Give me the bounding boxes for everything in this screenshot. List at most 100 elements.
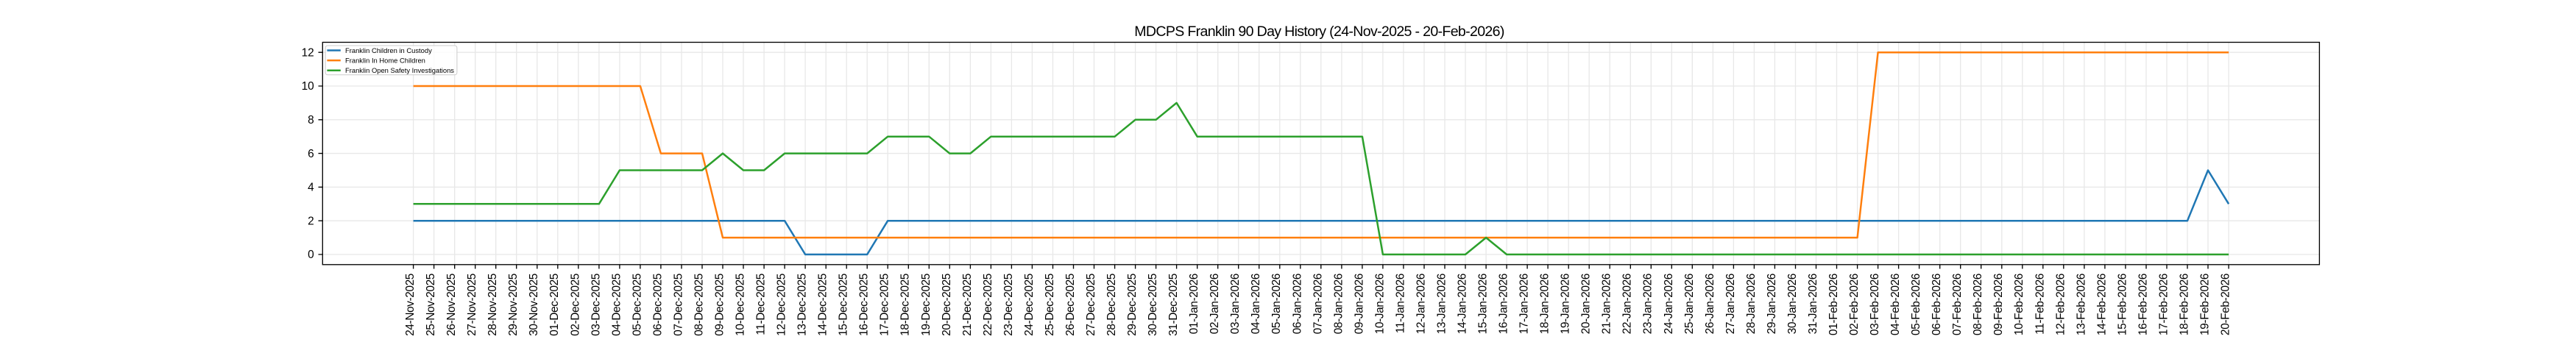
svg-text:6: 6 bbox=[308, 148, 314, 160]
svg-text:20-Jan-2026: 20-Jan-2026 bbox=[1580, 274, 1593, 334]
svg-text:25-Jan-2026: 25-Jan-2026 bbox=[1683, 274, 1696, 334]
svg-text:12-Dec-2025: 12-Dec-2025 bbox=[776, 274, 788, 336]
svg-text:03-Feb-2026: 03-Feb-2026 bbox=[1869, 274, 1881, 335]
svg-text:05-Jan-2026: 05-Jan-2026 bbox=[1270, 274, 1283, 334]
svg-text:10-Jan-2026: 10-Jan-2026 bbox=[1373, 274, 1386, 334]
svg-text:05-Dec-2025: 05-Dec-2025 bbox=[631, 274, 643, 336]
svg-text:02-Jan-2026: 02-Jan-2026 bbox=[1209, 274, 1221, 334]
svg-text:17-Dec-2025: 17-Dec-2025 bbox=[879, 274, 891, 336]
svg-text:29-Dec-2025: 29-Dec-2025 bbox=[1126, 274, 1139, 336]
svg-text:29-Jan-2026: 29-Jan-2026 bbox=[1766, 274, 1778, 334]
svg-text:10-Dec-2025: 10-Dec-2025 bbox=[735, 274, 747, 336]
svg-text:28-Nov-2025: 28-Nov-2025 bbox=[486, 274, 499, 336]
svg-text:8: 8 bbox=[308, 114, 314, 126]
svg-text:2: 2 bbox=[308, 215, 314, 227]
svg-text:22-Dec-2025: 22-Dec-2025 bbox=[982, 274, 994, 336]
svg-text:08-Feb-2026: 08-Feb-2026 bbox=[1972, 274, 1984, 335]
svg-text:15-Feb-2026: 15-Feb-2026 bbox=[2116, 274, 2129, 335]
svg-text:19-Feb-2026: 19-Feb-2026 bbox=[2199, 274, 2212, 335]
svg-text:30-Nov-2025: 30-Nov-2025 bbox=[528, 274, 540, 336]
svg-text:07-Feb-2026: 07-Feb-2026 bbox=[1951, 274, 1964, 335]
svg-text:26-Nov-2025: 26-Nov-2025 bbox=[445, 274, 458, 336]
svg-text:27-Dec-2025: 27-Dec-2025 bbox=[1085, 274, 1097, 336]
svg-text:15-Dec-2025: 15-Dec-2025 bbox=[838, 274, 850, 336]
svg-text:27-Jan-2026: 27-Jan-2026 bbox=[1724, 274, 1737, 334]
svg-text:18-Jan-2026: 18-Jan-2026 bbox=[1539, 274, 1551, 334]
svg-text:17-Feb-2026: 17-Feb-2026 bbox=[2157, 274, 2170, 335]
svg-text:24-Nov-2025: 24-Nov-2025 bbox=[404, 274, 417, 336]
svg-text:Franklin In Home Children: Franklin In Home Children bbox=[345, 57, 425, 65]
svg-text:10: 10 bbox=[302, 80, 314, 93]
svg-text:31-Dec-2025: 31-Dec-2025 bbox=[1167, 274, 1180, 336]
svg-text:19-Jan-2026: 19-Jan-2026 bbox=[1560, 274, 1572, 334]
svg-text:06-Dec-2025: 06-Dec-2025 bbox=[651, 274, 664, 336]
svg-text:04-Jan-2026: 04-Jan-2026 bbox=[1250, 274, 1262, 334]
svg-text:26-Jan-2026: 26-Jan-2026 bbox=[1704, 274, 1716, 334]
svg-text:4: 4 bbox=[308, 182, 314, 194]
svg-text:07-Jan-2026: 07-Jan-2026 bbox=[1312, 274, 1324, 334]
svg-text:16-Feb-2026: 16-Feb-2026 bbox=[2137, 274, 2149, 335]
svg-text:09-Jan-2026: 09-Jan-2026 bbox=[1353, 274, 1365, 334]
svg-text:Franklin Open Safety Investiga: Franklin Open Safety Investigations bbox=[345, 66, 454, 74]
svg-text:09-Dec-2025: 09-Dec-2025 bbox=[714, 274, 726, 336]
svg-text:01-Dec-2025: 01-Dec-2025 bbox=[548, 274, 561, 336]
svg-text:28-Dec-2025: 28-Dec-2025 bbox=[1105, 274, 1118, 336]
svg-text:06-Feb-2026: 06-Feb-2026 bbox=[1931, 274, 1943, 335]
svg-text:10-Feb-2026: 10-Feb-2026 bbox=[2013, 274, 2025, 335]
svg-text:20-Dec-2025: 20-Dec-2025 bbox=[941, 274, 953, 336]
svg-text:MDCPS Franklin 90 Day History: MDCPS Franklin 90 Day History (24-Nov-20… bbox=[1134, 24, 1504, 40]
svg-text:30-Dec-2025: 30-Dec-2025 bbox=[1147, 274, 1159, 336]
svg-text:01-Feb-2026: 01-Feb-2026 bbox=[1827, 274, 1840, 335]
svg-text:13-Dec-2025: 13-Dec-2025 bbox=[796, 274, 809, 336]
svg-text:24-Jan-2026: 24-Jan-2026 bbox=[1663, 274, 1675, 334]
svg-text:31-Jan-2026: 31-Jan-2026 bbox=[1807, 274, 1819, 334]
svg-text:Franklin Children in Custody: Franklin Children in Custody bbox=[345, 46, 432, 54]
svg-text:21-Dec-2025: 21-Dec-2025 bbox=[961, 274, 974, 336]
svg-text:05-Feb-2026: 05-Feb-2026 bbox=[1910, 274, 1922, 335]
svg-text:06-Jan-2026: 06-Jan-2026 bbox=[1291, 274, 1303, 334]
svg-text:15-Jan-2026: 15-Jan-2026 bbox=[1477, 274, 1490, 334]
svg-text:21-Jan-2026: 21-Jan-2026 bbox=[1601, 274, 1613, 334]
svg-text:13-Jan-2026: 13-Jan-2026 bbox=[1436, 274, 1448, 334]
svg-text:11-Jan-2026: 11-Jan-2026 bbox=[1394, 274, 1406, 333]
svg-text:23-Dec-2025: 23-Dec-2025 bbox=[1002, 274, 1015, 336]
svg-text:16-Dec-2025: 16-Dec-2025 bbox=[858, 274, 871, 336]
svg-text:04-Dec-2025: 04-Dec-2025 bbox=[610, 274, 623, 336]
svg-text:01-Jan-2026: 01-Jan-2026 bbox=[1188, 274, 1200, 334]
svg-text:29-Nov-2025: 29-Nov-2025 bbox=[507, 274, 520, 336]
svg-text:19-Dec-2025: 19-Dec-2025 bbox=[920, 274, 933, 336]
svg-text:22-Jan-2026: 22-Jan-2026 bbox=[1621, 274, 1634, 334]
svg-text:28-Jan-2026: 28-Jan-2026 bbox=[1745, 274, 1758, 334]
svg-text:20-Feb-2026: 20-Feb-2026 bbox=[2220, 274, 2232, 335]
svg-text:11-Feb-2026: 11-Feb-2026 bbox=[2034, 274, 2046, 335]
svg-text:16-Jan-2026: 16-Jan-2026 bbox=[1498, 274, 1510, 334]
svg-text:08-Jan-2026: 08-Jan-2026 bbox=[1332, 274, 1345, 334]
svg-text:26-Dec-2025: 26-Dec-2025 bbox=[1064, 274, 1077, 336]
svg-text:07-Dec-2025: 07-Dec-2025 bbox=[672, 274, 684, 336]
svg-text:18-Feb-2026: 18-Feb-2026 bbox=[2179, 274, 2191, 335]
svg-text:17-Jan-2026: 17-Jan-2026 bbox=[1518, 274, 1531, 334]
svg-text:08-Dec-2025: 08-Dec-2025 bbox=[693, 274, 705, 336]
svg-text:03-Jan-2026: 03-Jan-2026 bbox=[1229, 274, 1242, 334]
svg-text:14-Jan-2026: 14-Jan-2026 bbox=[1457, 274, 1469, 334]
svg-text:0: 0 bbox=[308, 249, 314, 261]
svg-text:27-Nov-2025: 27-Nov-2025 bbox=[466, 274, 478, 336]
svg-text:24-Dec-2025: 24-Dec-2025 bbox=[1023, 274, 1036, 336]
svg-text:02-Feb-2026: 02-Feb-2026 bbox=[1848, 274, 1861, 335]
svg-text:12: 12 bbox=[302, 46, 314, 59]
svg-text:03-Dec-2025: 03-Dec-2025 bbox=[590, 274, 602, 336]
svg-text:13-Feb-2026: 13-Feb-2026 bbox=[2075, 274, 2087, 335]
svg-text:09-Feb-2026: 09-Feb-2026 bbox=[1992, 274, 2005, 335]
svg-text:18-Dec-2025: 18-Dec-2025 bbox=[899, 274, 912, 336]
svg-text:23-Jan-2026: 23-Jan-2026 bbox=[1642, 274, 1655, 334]
svg-text:14-Dec-2025: 14-Dec-2025 bbox=[817, 274, 829, 336]
svg-text:25-Nov-2025: 25-Nov-2025 bbox=[425, 274, 437, 336]
svg-text:12-Feb-2026: 12-Feb-2026 bbox=[2054, 274, 2067, 335]
svg-text:02-Dec-2025: 02-Dec-2025 bbox=[569, 274, 581, 336]
svg-text:12-Jan-2026: 12-Jan-2026 bbox=[1415, 274, 1427, 334]
svg-text:30-Jan-2026: 30-Jan-2026 bbox=[1786, 274, 1799, 334]
svg-text:14-Feb-2026: 14-Feb-2026 bbox=[2095, 274, 2108, 335]
svg-text:11-Dec-2025: 11-Dec-2025 bbox=[755, 274, 768, 335]
svg-text:04-Feb-2026: 04-Feb-2026 bbox=[1889, 274, 1902, 335]
svg-text:25-Dec-2025: 25-Dec-2025 bbox=[1044, 274, 1056, 336]
